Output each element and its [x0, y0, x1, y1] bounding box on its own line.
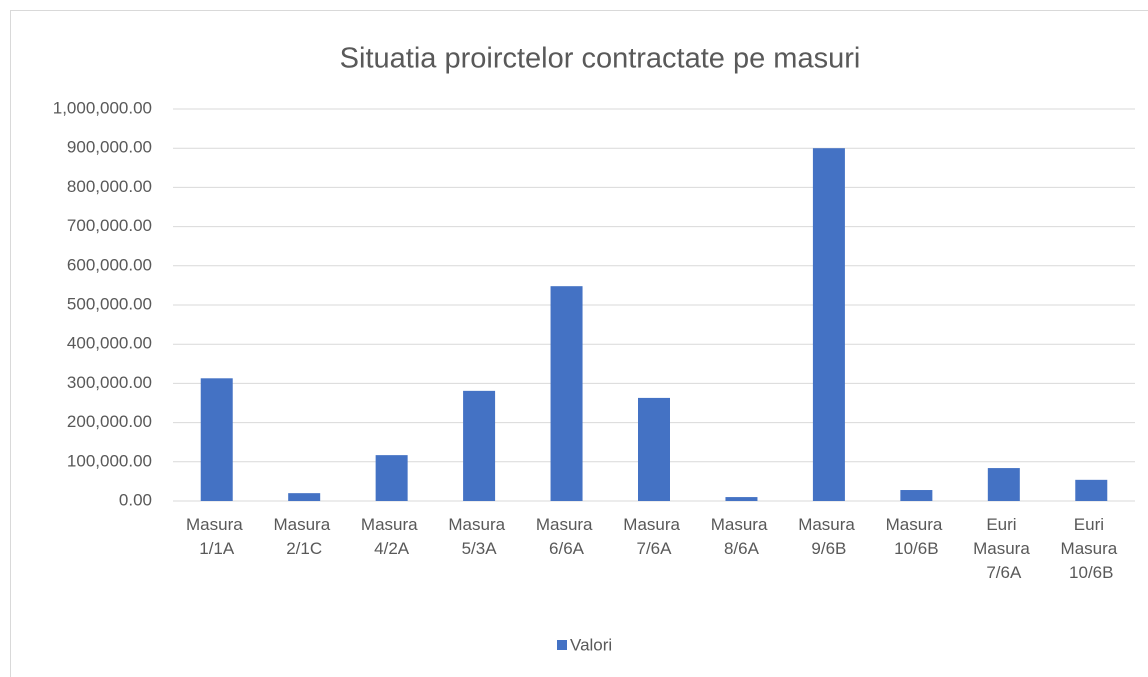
bar	[900, 490, 933, 501]
bar	[375, 455, 408, 501]
bar	[200, 378, 233, 501]
bar	[725, 497, 758, 501]
y-tick-label: 300,000.00	[67, 373, 152, 392]
bar	[1075, 479, 1108, 501]
x-tick-label: Masura 7/6A	[623, 515, 684, 558]
x-tick-label: Masura 8/6A	[711, 515, 772, 558]
bar	[987, 468, 1020, 501]
y-tick-label: 0.00	[119, 490, 152, 509]
y-tick-label: 600,000.00	[67, 255, 152, 274]
chart-title: Situatia proirctelor contractate pe masu…	[340, 43, 861, 75]
y-tick-label: 800,000.00	[67, 177, 152, 196]
bar	[288, 493, 321, 501]
bar	[463, 390, 496, 501]
x-tick-label: Masura 9/6B	[798, 515, 859, 558]
bar	[638, 397, 670, 501]
legend-swatch	[557, 640, 567, 650]
y-tick-label: 1,000,000.00	[53, 98, 152, 117]
bar	[550, 286, 583, 501]
y-tick-label: 400,000.00	[67, 334, 152, 353]
x-tick-label: Euri Masura 7/6A	[973, 515, 1034, 582]
legend-label: Valori	[570, 635, 612, 654]
x-tick-label: Masura 4/2A	[361, 515, 422, 558]
bar	[812, 148, 845, 501]
x-tick-label: Masura 10/6B	[886, 515, 947, 558]
x-tick-label: Euri Masura 10/6B	[1061, 515, 1122, 582]
y-tick-label: 100,000.00	[67, 451, 152, 470]
y-tick-label: 900,000.00	[67, 138, 152, 157]
y-tick-label: 200,000.00	[67, 412, 152, 431]
x-tick-label: Masura 5/3A	[448, 515, 509, 558]
x-tick-label: Masura 1/1A	[186, 515, 247, 558]
x-tick-label: Masura 2/1C	[273, 515, 334, 558]
y-tick-label: 500,000.00	[67, 294, 152, 313]
x-tick-label: Masura 6/6A	[536, 515, 597, 558]
y-tick-label: 700,000.00	[67, 216, 152, 235]
